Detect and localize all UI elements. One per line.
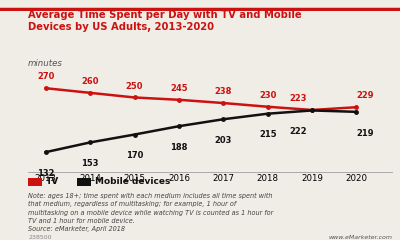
Text: minutes: minutes: [28, 59, 63, 68]
Text: TV: TV: [46, 177, 59, 186]
Text: 223: 223: [290, 94, 307, 103]
Bar: [28, 178, 42, 186]
Text: 170: 170: [126, 151, 143, 160]
Text: 238500: 238500: [28, 234, 52, 240]
Text: 229: 229: [356, 91, 374, 100]
Text: 260: 260: [81, 77, 99, 86]
Text: www.eMarketer.com: www.eMarketer.com: [328, 234, 392, 240]
Text: Average Time Spent per Day with TV and Mobile
Devices by US Adults, 2013-2020: Average Time Spent per Day with TV and M…: [28, 10, 302, 32]
Text: 203: 203: [215, 136, 232, 145]
Text: Note: ages 18+; time spent with each medium includes all time spent with
that me: Note: ages 18+; time spent with each med…: [28, 193, 273, 232]
Text: 238: 238: [215, 87, 232, 96]
Text: Mobile devices: Mobile devices: [95, 177, 170, 186]
Text: 270: 270: [37, 72, 54, 81]
Text: 230: 230: [259, 91, 276, 100]
Bar: [77, 178, 91, 186]
Text: 188: 188: [170, 143, 188, 152]
Text: 222: 222: [289, 127, 307, 136]
Text: 245: 245: [170, 84, 188, 93]
Text: 153: 153: [81, 159, 99, 168]
Text: 250: 250: [126, 82, 143, 90]
Text: 132: 132: [37, 169, 54, 178]
Text: 215: 215: [259, 130, 276, 139]
Text: 219: 219: [356, 128, 374, 138]
